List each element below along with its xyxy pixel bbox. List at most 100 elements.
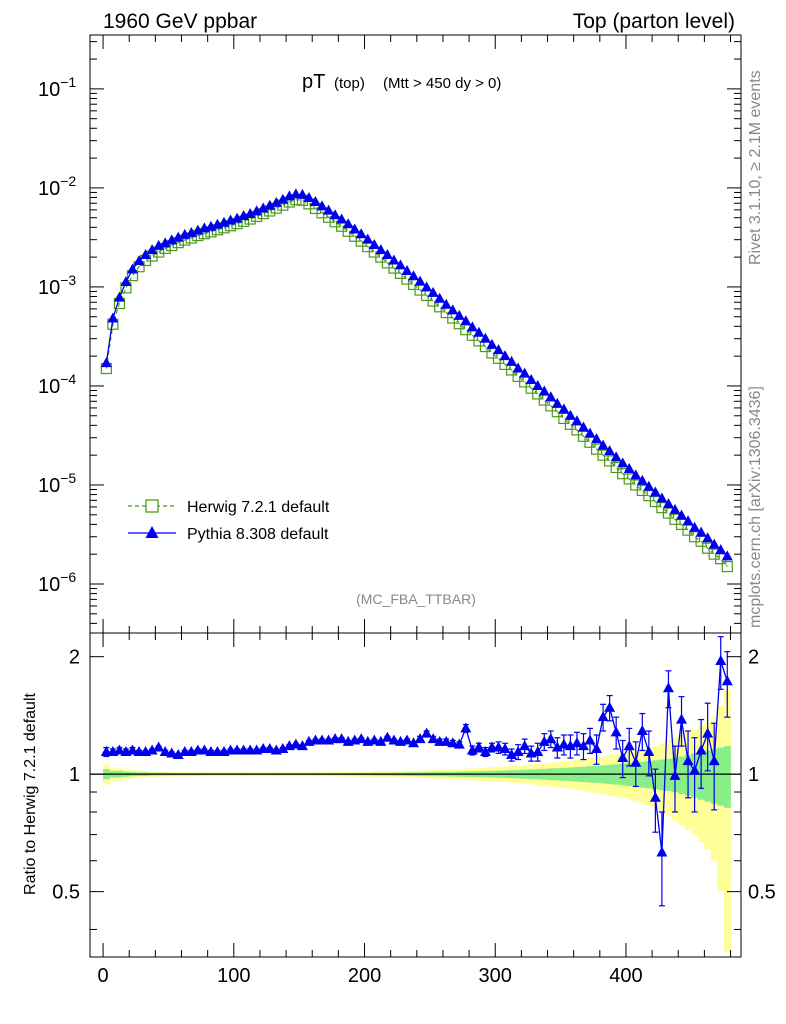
ratio-pythia-point bbox=[336, 733, 348, 744]
ratio-pythia-point bbox=[564, 740, 576, 751]
ratio-pythia-point bbox=[584, 734, 596, 745]
ratio-pythia-point bbox=[126, 744, 138, 755]
y-tick-label: 10−6 bbox=[38, 569, 76, 596]
pythia-point bbox=[381, 249, 393, 260]
x-tick-label: 400 bbox=[609, 965, 642, 987]
watermark: (MC_FBA_TTBAR) bbox=[356, 591, 476, 607]
ratio-pythia-point bbox=[669, 769, 681, 780]
ratio-pythia-point bbox=[466, 744, 478, 755]
legend-pythia-label: Pythia 8.308 default bbox=[187, 526, 329, 543]
ratio-band-inner bbox=[658, 759, 666, 791]
y-tick-label: 10−2 bbox=[38, 173, 76, 200]
ratio-y-tick-label-left: 0.5 bbox=[52, 882, 80, 904]
pythia-point bbox=[140, 249, 152, 260]
ratio-pythia-point bbox=[519, 740, 531, 751]
pythia-point bbox=[708, 538, 720, 549]
x-tick-label: 0 bbox=[98, 965, 109, 987]
ratio-pythia-point bbox=[264, 743, 276, 754]
y-tick-label: 10−5 bbox=[38, 470, 76, 497]
y-tick-exponent: −6 bbox=[60, 569, 76, 585]
pythia-point bbox=[421, 281, 433, 292]
ratio-pythia-point bbox=[440, 735, 452, 746]
pythia-point bbox=[571, 415, 583, 426]
pythia-point bbox=[408, 270, 420, 281]
ratio-pythia-point bbox=[198, 744, 210, 755]
pythia-point bbox=[695, 526, 707, 537]
ratio-pythia-point bbox=[421, 727, 433, 738]
y-tick-exponent: −3 bbox=[60, 272, 76, 288]
pythia-point bbox=[368, 239, 380, 250]
ratio-panel: 0.5 0.5 1 1 2 2 0 100 200 300 400 Ratio to Herwig… bbox=[22, 632, 776, 987]
ratio-pythia-point bbox=[414, 733, 426, 744]
ratio-pythia-point bbox=[558, 738, 570, 749]
ratio-pythia-point bbox=[427, 733, 439, 744]
header-left: 1960 GeV ppbar bbox=[103, 10, 257, 33]
ratio-pythia-point bbox=[656, 846, 668, 857]
pythia-point bbox=[721, 550, 733, 561]
pythia-point bbox=[525, 373, 537, 384]
ratio-pythia-point bbox=[649, 791, 661, 802]
pythia-point bbox=[251, 205, 263, 216]
rivet-label: Rivet 3.1.10, ≥ 2.1M events bbox=[747, 70, 764, 265]
ratio-pythia-point bbox=[473, 741, 485, 752]
ratio-pythia-point bbox=[604, 701, 616, 712]
pythia-point bbox=[309, 196, 321, 207]
ratio-band-inner bbox=[717, 747, 725, 806]
herwig-point bbox=[610, 461, 622, 474]
pythia-point bbox=[623, 462, 635, 473]
ratio-pythia-point bbox=[643, 745, 655, 756]
pythia-point bbox=[532, 379, 544, 390]
ratio-pythia-point bbox=[538, 735, 550, 746]
pythia-point bbox=[388, 254, 400, 265]
ratio-pythia-point bbox=[460, 722, 472, 733]
pythia-point bbox=[610, 451, 622, 462]
pythia-point bbox=[133, 255, 145, 266]
ratio-pythia-point bbox=[153, 741, 165, 752]
pythia-point bbox=[166, 234, 178, 245]
pythia-point bbox=[545, 391, 557, 402]
y-tick-exponent: −1 bbox=[60, 74, 76, 90]
legend-herwig-marker bbox=[145, 499, 159, 513]
pythia-point bbox=[323, 204, 335, 215]
pythia-point bbox=[244, 208, 256, 219]
x-tick-label: 200 bbox=[348, 965, 381, 987]
pythia-point bbox=[460, 315, 472, 326]
ratio-pythia-point bbox=[571, 737, 583, 748]
ratio-y-tick-label-left: 2 bbox=[69, 647, 80, 669]
pythia-point bbox=[493, 344, 505, 355]
y-tick-label: 10−1 bbox=[38, 74, 76, 101]
pythia-point bbox=[120, 276, 132, 287]
pythia-point bbox=[270, 196, 282, 207]
ratio-pythia-point bbox=[479, 745, 491, 756]
ratio-pythia-point bbox=[499, 743, 511, 754]
herwig-point bbox=[597, 449, 609, 461]
pythia-point bbox=[126, 263, 138, 274]
main-frame bbox=[89, 34, 742, 634]
ratio-pythia-point bbox=[375, 735, 387, 746]
ratio-pythia-point bbox=[721, 675, 733, 686]
ratio-pythia-point bbox=[532, 745, 544, 756]
ratio-pythia-point bbox=[551, 741, 563, 752]
ratio-pythia-point bbox=[166, 747, 178, 758]
ratio-pythia-point bbox=[512, 745, 524, 756]
ratio-band-outer bbox=[724, 689, 731, 953]
pythia-point bbox=[676, 509, 688, 520]
pythia-point bbox=[466, 321, 478, 332]
ratio-y-tick-label-right: 2 bbox=[748, 647, 759, 669]
x-tick-label: 100 bbox=[217, 965, 250, 987]
ratio-pythia-point bbox=[715, 654, 727, 665]
pythia-point bbox=[257, 202, 269, 213]
plot-title-main: pT bbox=[302, 71, 325, 93]
pythia-point bbox=[499, 350, 511, 361]
ratio-pythia-point bbox=[617, 752, 629, 763]
ratio-frame bbox=[89, 632, 742, 958]
ratio-pythia-point bbox=[591, 743, 603, 754]
ratio-pythia-point bbox=[447, 737, 459, 748]
ratio-pythia-point bbox=[172, 748, 184, 759]
pythia-point bbox=[440, 298, 452, 309]
ratio-band-inner bbox=[678, 756, 686, 794]
ratio-pythia-point bbox=[159, 745, 171, 756]
ratio-pythia-point bbox=[630, 756, 642, 767]
pythia-point bbox=[591, 433, 603, 444]
